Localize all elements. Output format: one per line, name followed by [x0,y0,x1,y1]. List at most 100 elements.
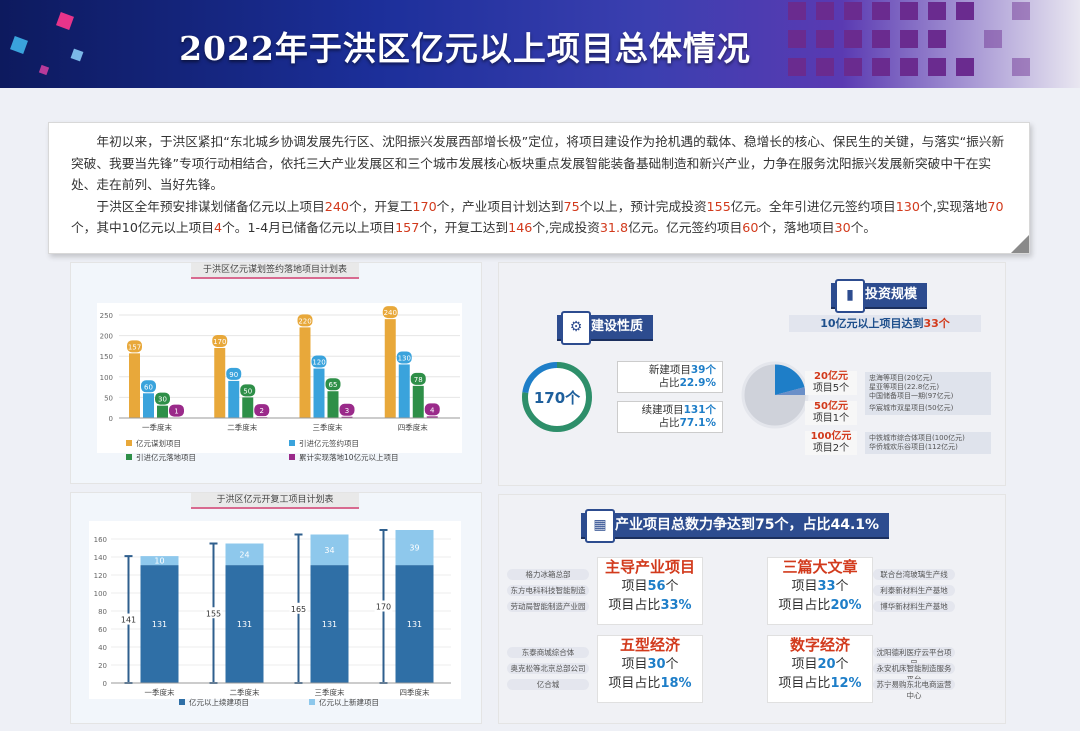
wrench-icon: ⚙ [561,311,591,345]
intro-text: 个,实现落地 [919,198,988,214]
chart1-value-bubble [410,372,426,385]
chart1-value-bubble [127,340,142,353]
chart1-data-label: 65 [329,381,338,389]
decor-square [816,58,834,76]
industry-project-pill: 苏宁易购东北电商运营中心 [873,679,955,700]
chart2-bar-segment [395,530,434,566]
scale-headline: 10亿元以上项目达到33个 [789,315,981,332]
scale-amount-value: 20亿元 [814,371,848,382]
industry-card: 主导产业项目 项目56个 项目占比33% [597,557,703,625]
chart2-x-tick-label: 四季度末 [400,687,430,697]
industry-badge-label: 产业项目总数力争达到75个，占比44.1% [615,517,880,533]
industry-card-ratio-label: 项目占比 [608,598,661,613]
chart1-legend-label: 引进亿元落地项目 [136,452,196,462]
chart2-legend-label: 亿元以上新建项目 [319,697,379,707]
industry-card-title: 主导产业项目 [604,558,695,576]
chart2-x-tick-label: 一季度末 [145,687,175,697]
chart2-data-label: 39 [409,544,419,553]
new-count: 39个 [690,364,716,376]
decor-square [928,30,946,48]
chart2-y-tick-label: 0 [103,680,107,688]
decor-square [788,30,806,48]
industry-project-pill: 东泰商城综合体 [507,647,589,658]
chart1-x-tick-label: 一季度末 [142,422,172,432]
decor-square [844,30,862,48]
chart2-y-tick-label: 60 [98,626,107,634]
decor-square [788,58,806,76]
page-fold-corner [1011,235,1029,253]
chart2-title: 于洪区亿元开复工项目计划表 [191,493,359,509]
intro-number: 70 [987,198,1004,214]
chart1-value-bubble [325,378,341,391]
intro-text: 个，开复工 [348,198,413,214]
chart2-bar-segment [310,534,349,566]
industry-project-pill: 劳动局智能制造产业园 [507,601,589,612]
chart2-legend-swatch [309,699,315,705]
chart2-y-tick-label: 160 [94,536,107,544]
chart1-legend-label: 累计实现落地10亿元以上项目 [299,452,399,462]
industry-project-pill: 东方电科科技智能制造 [507,585,589,596]
chart2-total-bg [119,613,138,625]
scale-amount-count: 项目1个 [812,413,850,424]
industry-card-ratio-row: 项目占比20% [768,596,872,615]
chart2-y-tick-label: 100 [94,590,107,598]
scale-desc: 忠海等项目(20亿元) 星亚等项目(22.8亿元) 中国储备项目一期(97亿元) [865,372,991,403]
scale-amount: 20亿元 项目5个 [805,371,857,395]
chart1-x-tick-label: 三季度末 [313,422,343,432]
intro-number: 157 [395,220,420,235]
chart2-total-bg [204,607,223,619]
intro-text: 个，开复工达到 [419,220,509,235]
scale-desc-line: 中国储备项目一期(97亿元) [869,392,954,400]
chart2-legend-label: 亿元以上续建项目 [189,697,249,707]
cont-label: 续建项目 [641,404,684,416]
industry-project-pill: 永安机床智能制造服务平台 [873,663,955,684]
chart1-bar [214,347,226,418]
chart2-y-tick-label: 20 [98,662,107,670]
industry-card: 三篇大文章 项目33个 项目占比20% [767,557,873,625]
decor-square [788,2,806,20]
chart1-data-label: 78 [414,376,423,384]
new-project-box: 新建项目39个 占比22.9% [617,361,723,393]
chart1-bar [327,391,339,418]
chart1-value-bubble [226,367,242,380]
continued-project-box: 续建项目131个 占比77.1% [617,401,723,433]
chart1-bar [313,368,325,418]
new-label: 新建项目 [648,364,691,376]
intro-text: 个。1-4月已储备亿元以上项目 [222,220,396,235]
industry-card-count-row: 项目33个 [768,577,872,596]
decor-square [900,58,918,76]
scale-headline-num: 33个 [923,317,950,330]
chart1-data-label: 240 [384,309,397,317]
intro-text: 于洪区全年预安排谋划储备亿元以上项目 [96,198,325,214]
industry-project-pill: 沈阳德利医疗云平台项目 [873,647,955,668]
nature-badge-label: 建设性质 [591,319,644,334]
chart1-y-tick-label: 50 [104,394,113,402]
chart2-data-label: 131 [152,620,167,629]
chart1-value-bubble [254,404,270,417]
chart2-data-label: 131 [407,620,422,629]
industry-card-title: 五型经济 [619,636,680,654]
industry-card-count: 56 [647,579,666,594]
factory-icon: ▦ [585,509,615,543]
chart2-data-label: 10 [154,557,164,566]
decor-square [928,58,946,76]
intro-text: 亿元。亿元签约项目 [628,220,743,235]
chart1-value-bubble [155,392,170,405]
chart1-data-label: 4 [430,406,435,414]
intro-text: 个,完成投资 [532,220,600,235]
intro-number: 4 [214,220,223,235]
chart2-y-tick-label: 140 [94,554,107,562]
intro-number: 146 [508,220,533,235]
industry-card-count: 30 [647,657,666,672]
scale-amount: 50亿元 项目1个 [805,401,857,425]
nature-ring-chart [522,362,592,432]
industry-card: 数字经济 项目20个 项目占比12% [767,635,873,703]
industry-project-pill: 博华新材料生产基地 [873,601,955,612]
chart1-bar [299,327,311,418]
chart2-bar-segment [225,543,264,566]
chart1-title: 于洪区亿元谋划签约落地项目计划表 [191,263,359,279]
chart1-bar [398,364,410,418]
industry-project-pill: 利泰新材料生产基地 [873,585,955,596]
chart1-bar [384,319,396,418]
